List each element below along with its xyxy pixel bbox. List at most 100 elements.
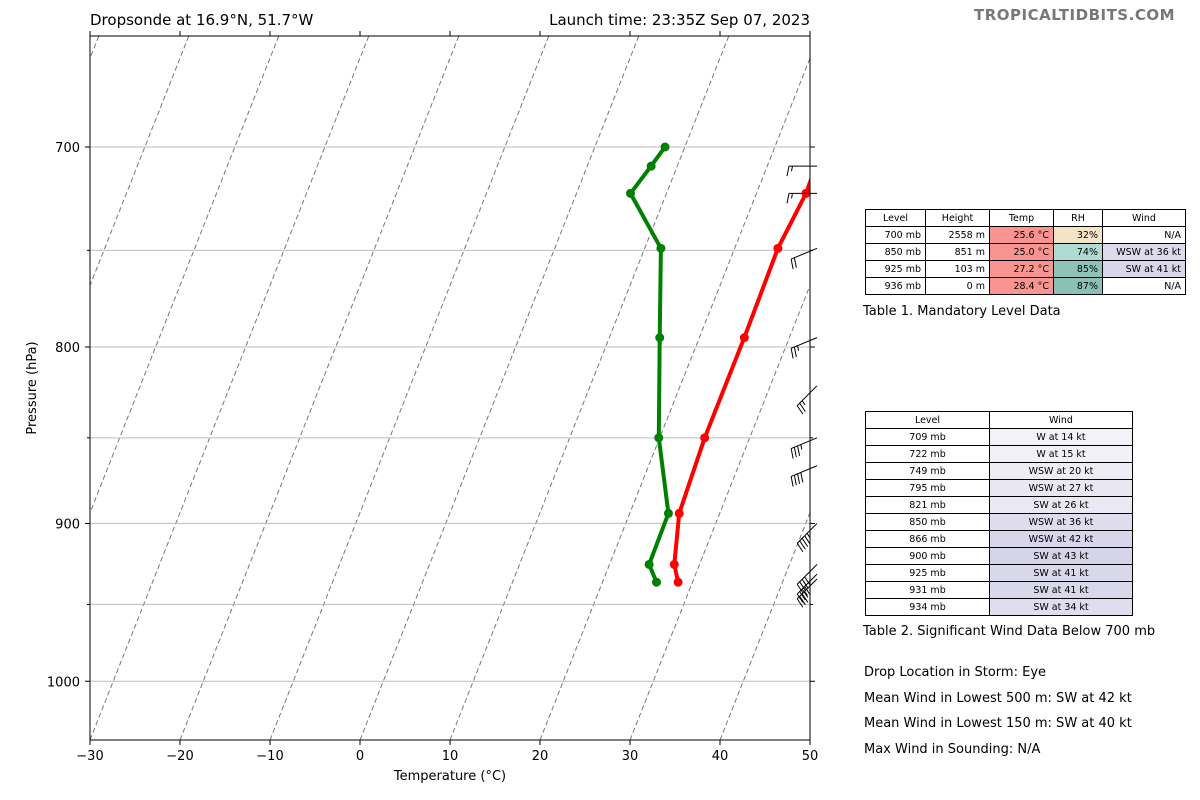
- header-wind: Wind: [989, 411, 1133, 429]
- barb-full-feather: [804, 576, 811, 586]
- barb-staff: [796, 385, 818, 406]
- wind-barb: [796, 385, 818, 415]
- table-row: 934 mb SW at 34 kt: [865, 598, 1133, 616]
- barb-full-feather: [800, 472, 804, 483]
- chart-title-launch-time: Launch time: 23:35Z Sep 07, 2023: [549, 11, 810, 29]
- cell-wind: N/A: [1102, 226, 1186, 244]
- header-height: Height: [925, 209, 990, 227]
- y-tick-label: 900: [55, 517, 80, 532]
- wind-barb: [790, 465, 818, 487]
- wind-barb: [786, 165, 817, 177]
- table1-caption: Table 1. Mandatory Level Data: [863, 304, 1061, 319]
- temperature-point: [821, 143, 830, 152]
- wind-barb: [790, 437, 818, 459]
- barb-full-feather: [790, 348, 794, 359]
- y-tick-label: 800: [55, 341, 80, 356]
- dewpoint-point: [625, 188, 635, 198]
- x-tick-label: 30: [622, 749, 639, 764]
- brand-watermark: TROPICALTIDBITS.COM: [974, 6, 1175, 24]
- header-level: Level: [865, 209, 926, 227]
- table-row: 749 mb WSW at 20 kt: [865, 462, 1133, 480]
- barb-staff: [796, 523, 818, 544]
- x-tick-label: 50: [802, 749, 819, 764]
- cell-temp: 27.2 °C: [989, 260, 1054, 278]
- cell-level: 749 mb: [865, 462, 990, 480]
- barb-full-feather: [793, 475, 797, 486]
- barb-staff: [790, 437, 818, 449]
- significant-wind-table: Level Wind 709 mb W at 14 kt 722 mb W at 15…: [865, 411, 1133, 616]
- barb-staff: [796, 573, 818, 595]
- mean-wind-150m-text: Mean Wind in Lowest 150 m: SW at 40 kt: [864, 716, 1132, 731]
- dewpoint-point: [644, 559, 654, 569]
- table-header-row: Level Wind: [865, 411, 1133, 429]
- table-row: 795 mb WSW at 27 kt: [865, 479, 1133, 497]
- barb-full-feather: [796, 405, 804, 415]
- cell-level: 709 mb: [865, 428, 990, 446]
- barb-full-feather: [797, 473, 801, 484]
- cell-rh: 74%: [1053, 243, 1103, 261]
- header-temp: Temp: [989, 209, 1054, 227]
- temperature-line: [672, 176, 810, 583]
- cell-level: 931 mb: [865, 581, 990, 599]
- dewpoint-point: [660, 142, 670, 152]
- cell-wind: W at 14 kt: [989, 428, 1133, 446]
- cell-height: 103 m: [925, 260, 990, 278]
- barb-staff: [796, 564, 818, 585]
- dewpoint-point: [656, 243, 666, 253]
- barb-full-feather: [799, 402, 806, 412]
- temperature-point: [673, 577, 683, 587]
- temperature-point: [773, 243, 783, 253]
- barb-full-feather: [796, 542, 804, 552]
- cell-level: 795 mb: [865, 479, 990, 497]
- cell-level: 936 mb: [865, 277, 926, 295]
- barb-staff: [796, 578, 818, 600]
- cell-level: 850 mb: [865, 243, 926, 261]
- dewpoint-line: [628, 145, 671, 583]
- barb-full-feather: [804, 535, 811, 545]
- table-row: 709 mb W at 14 kt: [865, 428, 1133, 446]
- cell-level: 866 mb: [865, 530, 990, 548]
- table-row: 821 mb SW at 26 kt: [865, 496, 1133, 514]
- isotherm-line: [90, 36, 280, 515]
- skew-t-chart: −30 −20 −10 0 10 20 30 40 50 700 800 900 1000 Temper…: [0, 31, 830, 784]
- barb-full-feather: [793, 257, 797, 268]
- cell-wind: SW at 26 kt: [989, 496, 1133, 514]
- cell-wind: SW at 41 kt: [989, 581, 1133, 599]
- barb-full-feather: [799, 591, 806, 601]
- x-tick-label: 20: [532, 749, 549, 764]
- barb-full-feather: [786, 193, 790, 204]
- isotherm-line: [719, 511, 810, 740]
- barb-full-feather: [801, 579, 809, 589]
- mandatory-level-table: Level Height Temp RH Wind 700 mb 2558 m 25…: [865, 209, 1186, 295]
- y-tick-label: 1000: [47, 675, 80, 690]
- table-row: 722 mb W at 15 kt: [865, 445, 1133, 463]
- barb-half-feather: [797, 345, 800, 351]
- barb-full-feather: [801, 593, 809, 603]
- barb-full-feather: [793, 346, 797, 358]
- mean-wind-500m-text: Mean Wind in Lowest 500 m: SW at 42 kt: [864, 690, 1132, 706]
- header-wind: Wind: [1102, 209, 1186, 227]
- isotherm-line: [179, 36, 460, 740]
- drop-location-text: Drop Location in Storm: Eye: [864, 665, 1047, 680]
- barb-full-feather: [797, 445, 801, 456]
- barb-half-feather: [800, 444, 803, 450]
- cell-wind: N/A: [1102, 277, 1186, 295]
- cell-level: 850 mb: [865, 513, 990, 531]
- wind-barb: [786, 192, 817, 204]
- header-rh: RH: [1053, 209, 1103, 227]
- barb-full-feather: [786, 166, 790, 177]
- isotherm-line: [809, 738, 810, 740]
- wind-barb: [796, 578, 818, 608]
- plot-frame: [89, 35, 811, 741]
- table-row: 931 mb SW at 41 kt: [865, 581, 1133, 599]
- barb-full-feather: [799, 581, 806, 591]
- x-tick-label: 10: [442, 749, 459, 764]
- barb-full-feather: [796, 598, 804, 608]
- isotherm-line: [0, 36, 9, 740]
- barb-full-feather: [799, 596, 806, 606]
- barb-full-feather: [790, 448, 794, 459]
- wind-barb: [790, 247, 818, 270]
- cell-wind: SW at 41 kt: [1102, 260, 1186, 278]
- barb-full-feather: [801, 588, 809, 598]
- x-tick-label: 0: [356, 749, 364, 764]
